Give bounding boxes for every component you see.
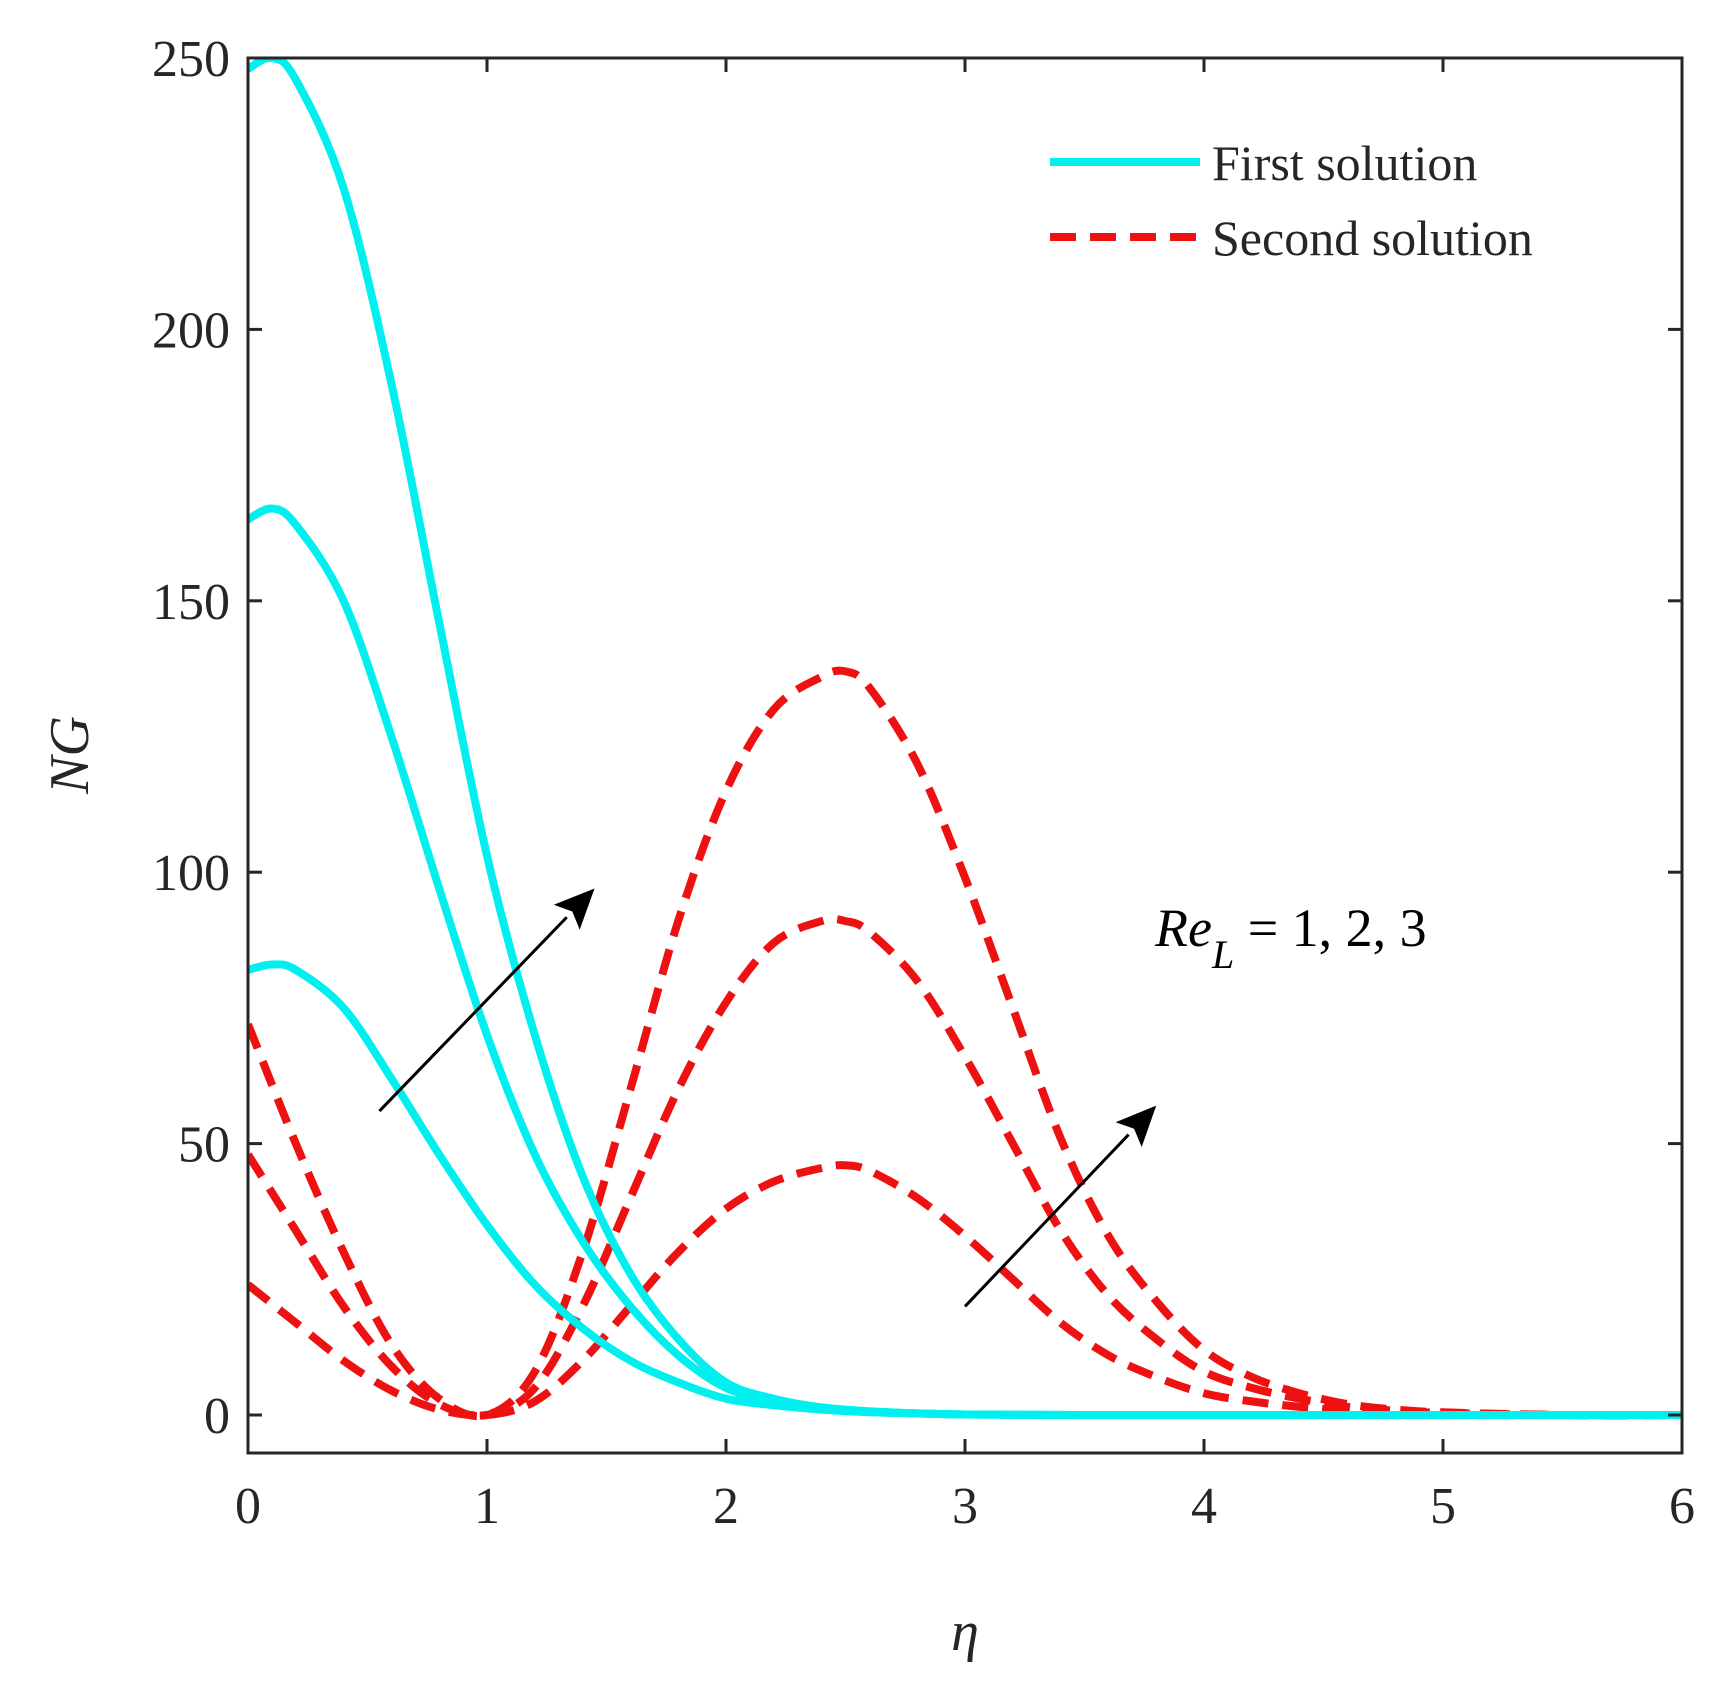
y-tick-label: 150 xyxy=(152,574,230,631)
legend: First solution Second solution xyxy=(1050,135,1533,266)
x-tick-label: 2 xyxy=(713,1478,739,1535)
re-l-annotation-base: Re xyxy=(1154,898,1212,958)
axis-ticks: 0 1 2 3 4 5 6 0 50 100 150 200 250 xyxy=(152,31,1695,1535)
re-l-annotation-subscript: L xyxy=(1211,932,1234,977)
legend-label-first-solution: First solution xyxy=(1212,135,1477,191)
re-l-annotation-values: = 1, 2, 3 xyxy=(1234,898,1426,958)
y-axis-title: NG xyxy=(39,716,101,795)
y-tick-label: 250 xyxy=(152,31,230,88)
y-tick-label: 100 xyxy=(152,845,230,902)
second-solution-line-1 xyxy=(248,1161,1682,1420)
x-tick-label: 4 xyxy=(1191,1478,1217,1535)
y-tick-label: 0 xyxy=(204,1388,230,1445)
annotation-arrows xyxy=(378,888,1157,1308)
x-tick-label: 1 xyxy=(474,1478,500,1535)
second-solution-line-3 xyxy=(248,666,1682,1421)
x-tick-label: 5 xyxy=(1430,1478,1456,1535)
trend-arrow-head-2 xyxy=(1115,1105,1157,1147)
re-l-annotation: ReL = 1, 2, 3 xyxy=(1154,898,1427,977)
y-tick-label: 50 xyxy=(178,1117,230,1174)
trend-arrow-shaft-1 xyxy=(378,916,568,1113)
x-axis-title: η xyxy=(951,1601,979,1663)
trend-arrow-shaft-2 xyxy=(963,1133,1130,1308)
x-tick-label: 3 xyxy=(952,1478,978,1535)
x-tick-label: 0 xyxy=(235,1478,261,1535)
first-solution-line-3 xyxy=(248,58,1682,1420)
x-tick-label: 6 xyxy=(1669,1478,1695,1535)
trend-arrow-head-1 xyxy=(553,888,595,930)
y-tick-label: 200 xyxy=(152,302,230,359)
series-layer xyxy=(248,58,1682,1421)
legend-label-second-solution: Second solution xyxy=(1212,210,1533,266)
